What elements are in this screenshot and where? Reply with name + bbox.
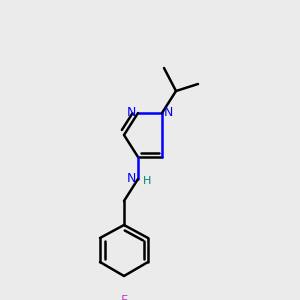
Text: N: N xyxy=(164,106,173,119)
Text: H: H xyxy=(143,176,152,186)
Text: F: F xyxy=(120,294,128,300)
Text: N: N xyxy=(127,172,136,185)
Text: N: N xyxy=(127,106,136,119)
